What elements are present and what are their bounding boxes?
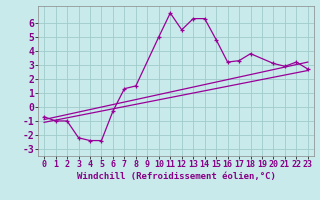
X-axis label: Windchill (Refroidissement éolien,°C): Windchill (Refroidissement éolien,°C) — [76, 172, 276, 181]
